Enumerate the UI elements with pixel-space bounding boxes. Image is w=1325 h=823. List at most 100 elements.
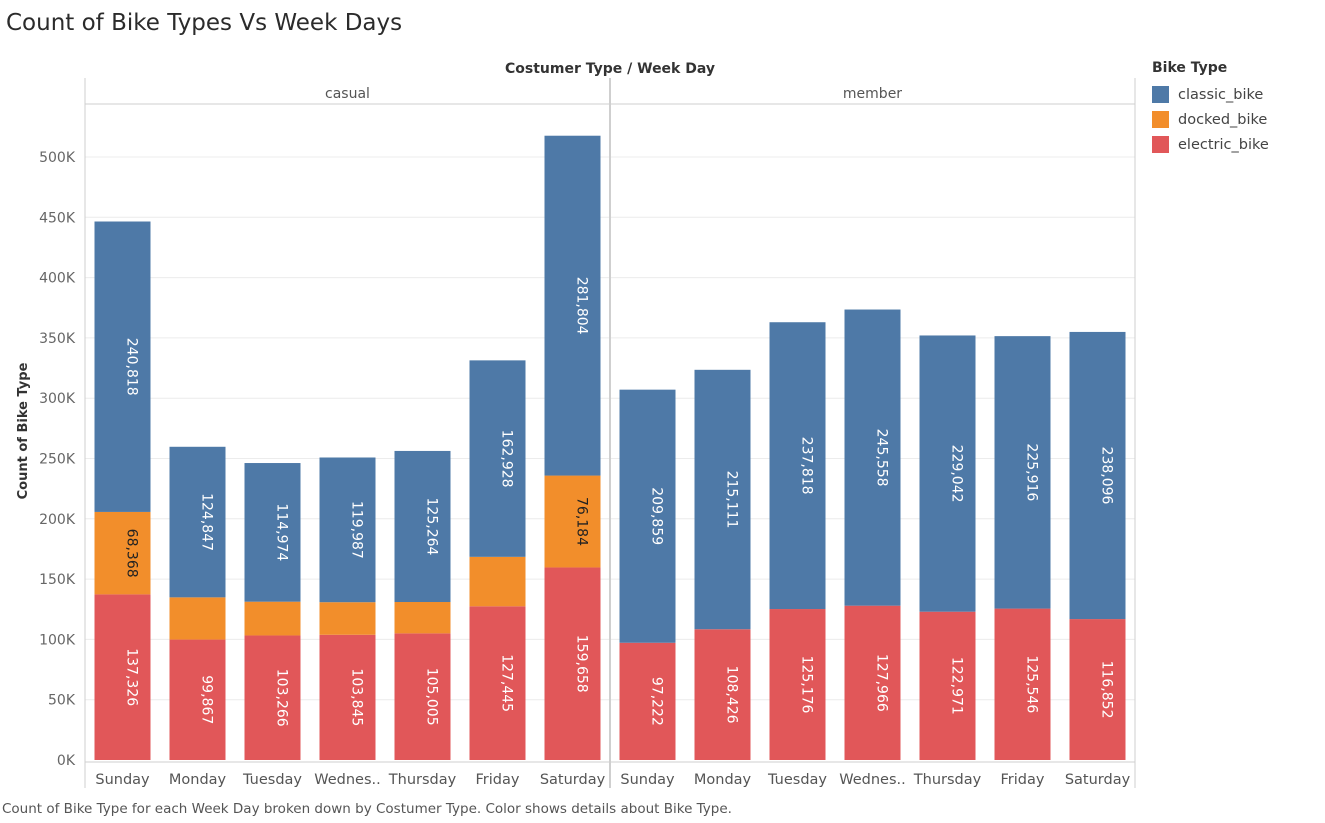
y-tick-label: 300K [39, 391, 76, 407]
x-tick-label: Friday [1001, 772, 1045, 788]
legend-swatch-docked-bike [1152, 111, 1169, 128]
bar-casual-electric-bike-6 [544, 567, 601, 760]
x-tick-label: Wednes.. [314, 772, 381, 788]
bar-member-electric-bike-3 [844, 605, 901, 760]
bar-member-classic-bike-1 [694, 369, 751, 630]
bar-casual-electric-bike-0 [94, 594, 151, 760]
data-label-casual-electric-bike-2: 103,266 [274, 669, 290, 727]
x-tick-label: Saturday [540, 772, 606, 788]
data-label-member-classic-bike-6: 238,096 [1099, 447, 1115, 505]
data-label-member-classic-bike-2: 237,818 [799, 437, 815, 495]
bar-member-electric-bike-5 [994, 608, 1051, 760]
bar-casual-electric-bike-3 [319, 634, 376, 760]
data-label-member-electric-bike-5: 125,546 [1024, 655, 1040, 713]
bar-casual-classic-bike-0 [94, 221, 151, 512]
legend-item-electric-bike[interactable]: electric_bike [1152, 132, 1269, 157]
panel-title-member: member [843, 86, 902, 102]
data-label-casual-classic-bike-6: 281,804 [574, 277, 590, 335]
data-label-casual-electric-bike-4: 105,005 [424, 668, 440, 726]
bar-member-classic-bike-3 [844, 309, 901, 606]
bar-member-classic-bike-4 [919, 335, 976, 612]
legend-label-docked-bike: docked_bike [1178, 111, 1268, 128]
data-label-member-electric-bike-3: 127,966 [874, 654, 890, 712]
x-tick-label: Friday [476, 772, 520, 788]
chart-caption: Count of Bike Type for each Week Day bro… [2, 801, 732, 817]
data-label-casual-electric-bike-1: 99,867 [199, 675, 215, 724]
bar-casual-docked-bike-4 [394, 602, 451, 634]
y-tick-label: 50K [48, 693, 76, 709]
bar-casual-electric-bike-4 [394, 633, 451, 760]
y-tick-label: 200K [39, 512, 76, 528]
data-label-member-classic-bike-3: 245,558 [874, 429, 890, 487]
data-label-member-electric-bike-0: 97,222 [649, 677, 665, 726]
data-label-member-classic-bike-5: 225,916 [1024, 443, 1040, 501]
bar-casual-electric-bike-2 [244, 635, 301, 760]
y-axis-label: Count of Bike Type [16, 362, 31, 499]
data-label-casual-electric-bike-5: 127,445 [499, 654, 515, 712]
y-tick-label: 250K [39, 452, 76, 468]
bar-member-classic-bike-2 [769, 322, 826, 610]
data-label-casual-electric-bike-3: 103,845 [349, 668, 365, 726]
bar-casual-classic-bike-6 [544, 135, 601, 476]
bar-member-electric-bike-6 [1069, 619, 1126, 760]
x-tick-label: Monday [169, 772, 227, 788]
legend-swatch-classic-bike [1152, 86, 1169, 103]
x-tick-label: Sunday [620, 772, 675, 788]
bar-casual-classic-bike-1 [169, 446, 226, 598]
bar-casual-classic-bike-4 [394, 450, 451, 603]
data-label-casual-classic-bike-5: 162,928 [499, 430, 515, 488]
x-tick-label: Thursday [388, 772, 457, 788]
bar-casual-docked-bike-2 [244, 601, 301, 636]
data-label-casual-classic-bike-3: 119,987 [349, 501, 365, 559]
bar-casual-docked-bike-3 [319, 602, 376, 635]
bar-member-electric-bike-4 [919, 611, 976, 760]
bar-member-electric-bike-0 [619, 642, 676, 760]
data-label-member-electric-bike-4: 122,971 [949, 657, 965, 715]
x-tick-label: Monday [694, 772, 752, 788]
column-header: Costumer Type / Week Day [505, 61, 715, 77]
data-label-member-classic-bike-4: 229,042 [949, 445, 965, 503]
y-tick-label: 500K [39, 150, 76, 166]
data-label-casual-docked-bike-6: 76,184 [574, 497, 590, 546]
x-tick-label: Wednes.. [839, 772, 906, 788]
bar-casual-classic-bike-3 [319, 457, 376, 603]
x-tick-label: Saturday [1065, 772, 1131, 788]
bar-member-classic-bike-5 [994, 336, 1051, 609]
y-tick-label: 350K [39, 331, 76, 347]
y-tick-label: 100K [39, 632, 76, 648]
panel-title-casual: casual [325, 86, 370, 102]
data-label-casual-classic-bike-4: 125,264 [424, 498, 440, 556]
data-label-member-electric-bike-6: 116,852 [1099, 661, 1115, 719]
data-label-casual-electric-bike-0: 137,326 [124, 648, 140, 706]
legend-label-electric-bike: electric_bike [1178, 136, 1269, 153]
y-tick-label: 0K [57, 753, 76, 769]
bar-casual-electric-bike-1 [169, 639, 226, 760]
x-tick-label: Sunday [95, 772, 150, 788]
bar-member-classic-bike-6 [1069, 331, 1126, 620]
legend-item-classic-bike[interactable]: classic_bike [1152, 82, 1269, 107]
chart-title: Count of Bike Types Vs Week Days [6, 10, 403, 36]
data-label-member-classic-bike-1: 215,111 [724, 471, 740, 529]
bar-casual-classic-bike-5 [469, 360, 526, 557]
data-label-casual-docked-bike-0: 68,368 [124, 529, 140, 578]
bar-casual-classic-bike-2 [244, 463, 301, 602]
data-label-member-classic-bike-0: 209,859 [649, 487, 665, 545]
legend-item-docked-bike[interactable]: docked_bike [1152, 107, 1269, 132]
legend-swatch-electric-bike [1152, 136, 1169, 153]
data-label-member-electric-bike-2: 125,176 [799, 656, 815, 714]
stacked-bar-chart: 0K 50K 100K 150K 200K 250K 300K 350K 400K 450K 500… [16, 61, 1136, 788]
bar-member-classic-bike-0 [619, 389, 676, 643]
bar-casual-docked-bike-1 [169, 597, 226, 640]
y-tick-label: 450K [39, 210, 76, 226]
data-label-casual-classic-bike-0: 240,818 [124, 338, 140, 396]
bar-member-electric-bike-1 [694, 629, 751, 760]
bar-casual-docked-bike-0 [94, 511, 151, 595]
bar-casual-docked-bike-6 [544, 475, 601, 568]
bar-casual-docked-bike-5 [469, 556, 526, 607]
x-tick-label: Tuesday [767, 772, 827, 788]
bar-member-electric-bike-2 [769, 609, 826, 760]
x-tick-label: Tuesday [242, 772, 302, 788]
data-label-casual-electric-bike-6: 159,658 [574, 635, 590, 693]
data-label-casual-classic-bike-1: 124,847 [199, 493, 215, 551]
data-label-casual-classic-bike-2: 114,974 [274, 503, 290, 561]
